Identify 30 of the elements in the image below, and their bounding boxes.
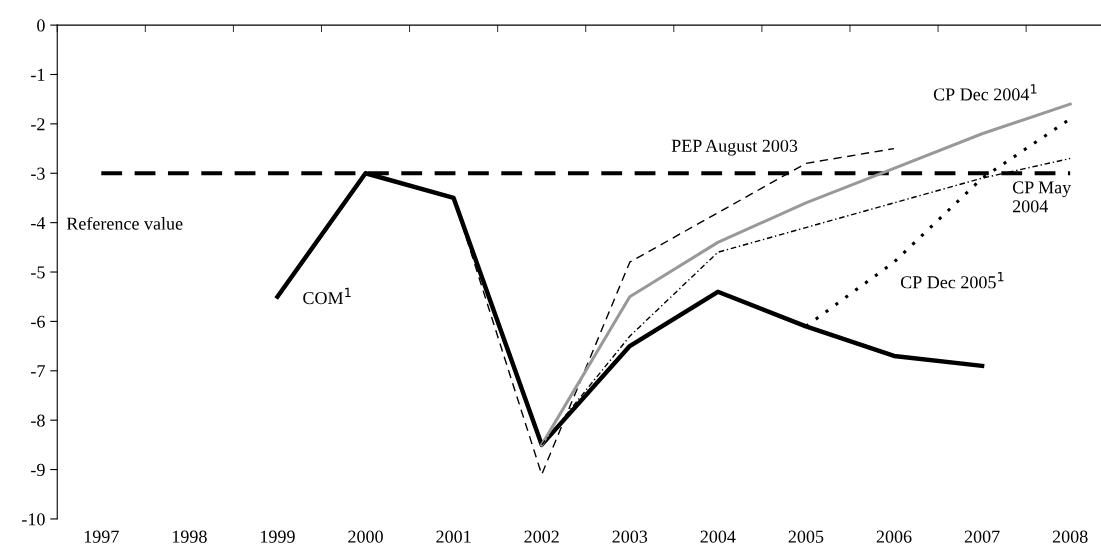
series-label: COM$^{1}$ [303,287,351,305]
x-tick-label: 2008 [1052,530,1088,543]
y-tick-label: -3 [31,167,45,180]
y-tick-label: -8 [31,414,45,427]
y-tick-label: -6 [31,315,45,328]
y-tick-label: -1 [31,68,45,81]
y-tick-label: 0 [37,19,45,32]
y-tick-label: -9 [31,463,45,476]
y-tick-label: -7 [31,365,45,378]
series-label: CP Dec 2004$^{1}$ [933,84,1037,101]
ref-line-label: Reference value [66,216,183,230]
y-tick-label: -4 [31,217,46,229]
series-label: PEP August 2003 [671,139,798,156]
x-tick-label: 2006 [876,530,912,543]
x-tick-label: 2004 [700,530,736,543]
y-tick-label: -5 [31,266,45,279]
x-tick-label: 2002 [524,530,559,543]
y-tick-label: -10 [22,513,45,526]
series-label: CP May 2004 [1012,181,1072,213]
line-series [540,102,1072,447]
y-tick-label: -2 [31,118,45,131]
x-tick-label: 2001 [436,530,471,543]
x-tick-label: 2005 [788,530,824,543]
x-tick-label: 1998 [172,530,207,543]
x-tick-label: 2007 [964,530,1000,543]
x-tick-label: 2000 [348,530,383,543]
series-label: CP Dec 2005$^{1}$ [900,272,1004,289]
x-tick-label: 1999 [260,530,295,543]
x-tick-label: 2003 [612,530,648,543]
x-tick-label: 1997 [84,530,119,543]
